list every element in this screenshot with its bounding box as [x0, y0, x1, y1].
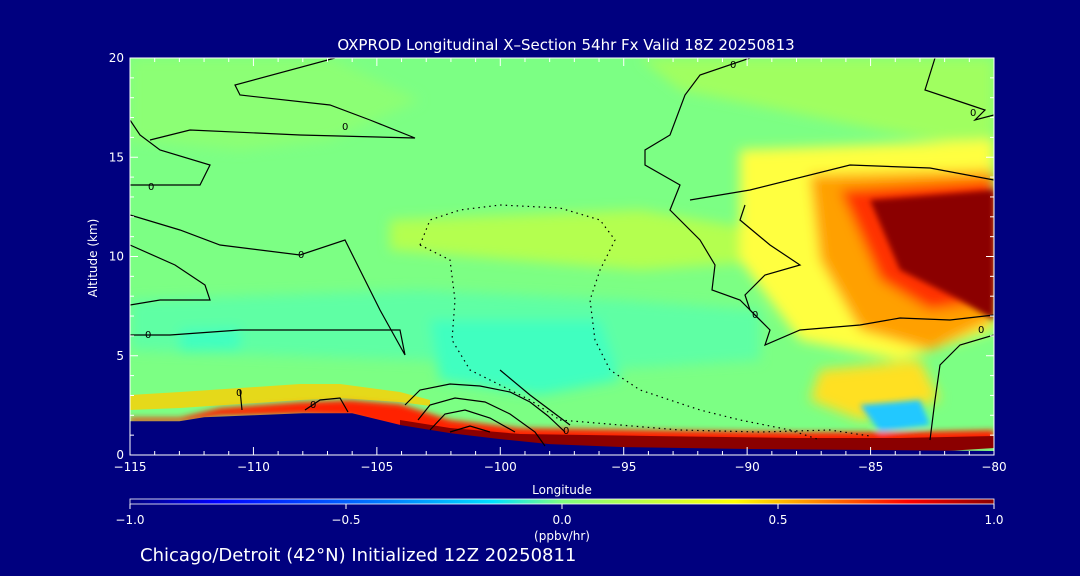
- contour-line: [644, 58, 761, 321]
- contour-line: [239, 389, 243, 411]
- contour-line: [149, 58, 416, 141]
- chart-title: OXPROD Longitudinal X–Section 54hr Fx Va…: [337, 36, 794, 54]
- contour-labels: 0 0 0 0 0 0 0 0 0 0 0: [145, 60, 984, 437]
- colorbar-units: (ppbv/hr): [534, 529, 590, 543]
- x-tick-label: −115: [114, 460, 147, 474]
- y-tick-label: 15: [109, 150, 124, 164]
- contour-line: [689, 164, 994, 201]
- y-tick-label: 20: [109, 51, 124, 65]
- contour-line: [499, 369, 571, 426]
- contour-line: [739, 204, 994, 347]
- chart-subtitle: Chicago/Detroit (42°N) Initialized 12Z 2…: [140, 545, 576, 566]
- contour-label: 0: [342, 122, 348, 133]
- y-tick-label: 0: [116, 448, 124, 462]
- contour-label: 0: [298, 250, 304, 261]
- heatmap-field: 0 0 0 0 0 0 0 0 0 0 0: [130, 58, 994, 455]
- contour-line: [304, 397, 349, 413]
- contour-lines-dashed: [419, 204, 871, 441]
- contour-label: 0: [752, 310, 758, 321]
- contour-label: 0: [730, 60, 736, 71]
- x-tick-label: −80: [981, 460, 1006, 474]
- contour-label: 0: [148, 182, 154, 193]
- contour-line: [417, 397, 546, 447]
- colorbar-tick-label: 0.5: [768, 513, 787, 527]
- y-axis: 0 5 10 15 20: [109, 51, 994, 462]
- contour-label: 0: [978, 325, 984, 336]
- field-cyan-patch: [430, 320, 620, 395]
- contour-label: 0: [236, 388, 242, 399]
- contour-line-dashed: [419, 244, 561, 421]
- field-midlevel-band: [390, 210, 780, 270]
- x-axis: −115 −110 −105 −100 −95 −90 −85 −80: [114, 58, 1007, 474]
- contour-label: 0: [563, 426, 569, 437]
- colorbar-tick-label: −0.5: [331, 513, 360, 527]
- x-axis-label: Longitude: [532, 483, 592, 497]
- contour-label: 0: [970, 108, 976, 119]
- y-tick-label: 10: [109, 250, 124, 264]
- field-cyan-patch-west: [180, 328, 240, 352]
- y-tick-label: 5: [116, 349, 124, 363]
- x-tick-label: −105: [360, 460, 393, 474]
- contour-line: [929, 334, 994, 441]
- contour-line: [130, 119, 211, 186]
- x-tick-label: −95: [611, 460, 636, 474]
- y-axis-label: Altitude (km): [86, 219, 100, 298]
- contour-label: 0: [310, 400, 316, 411]
- x-tick-label: −85: [858, 460, 883, 474]
- field-upper-right-patch: [640, 58, 994, 150]
- x-tick-label: −90: [734, 460, 759, 474]
- x-tick-label: −110: [237, 460, 270, 474]
- contour-line-dashed: [419, 204, 821, 441]
- terrain-mask: [130, 413, 994, 455]
- x-tick-label: −100: [484, 460, 517, 474]
- contour-lines: [130, 58, 994, 447]
- contour-line: [130, 244, 211, 306]
- contour-line: [130, 214, 406, 356]
- field-darkred-region: [870, 190, 994, 320]
- field-surface-yellow-fringe: [130, 384, 430, 410]
- colorbar-tick-label: 1.0: [984, 513, 1003, 527]
- field-blue-patch: [860, 400, 930, 432]
- colorbar: [129, 498, 995, 505]
- contour-line: [924, 58, 994, 122]
- field-upper-patch: [130, 58, 420, 150]
- colorbar-tick-label: −1.0: [115, 513, 144, 527]
- colorbar-tick-label: 0.0: [552, 513, 571, 527]
- colorbar-ticks: −1.0 −0.5 0.0 0.5 1.0: [115, 504, 1004, 527]
- contour-line: [404, 383, 566, 433]
- contour-line: [429, 409, 516, 433]
- contour-line: [449, 425, 491, 433]
- contour-label: 0: [145, 330, 151, 341]
- contour-line-dashed: [559, 419, 871, 437]
